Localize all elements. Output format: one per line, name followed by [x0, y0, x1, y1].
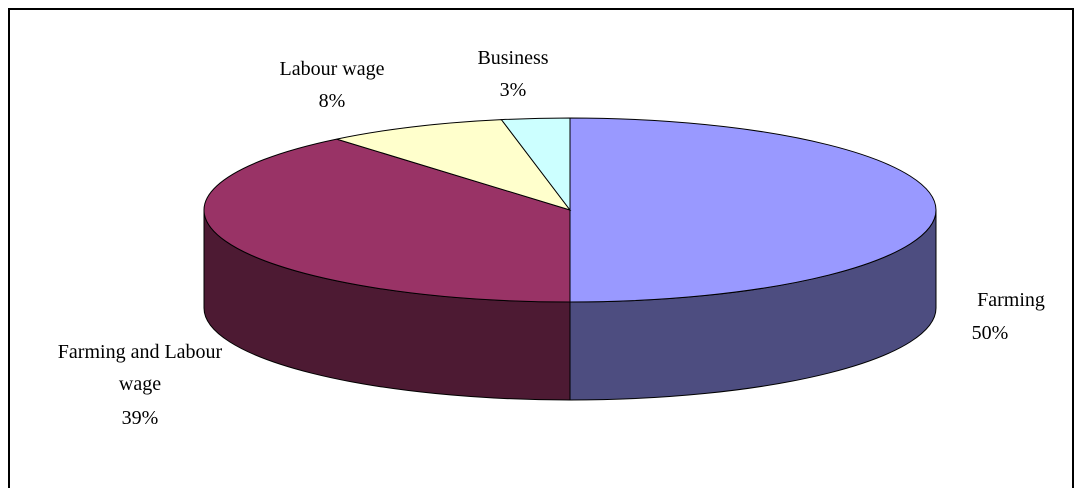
pie-tops — [203, 117, 937, 303]
label-business-value: 3% — [500, 79, 527, 101]
label-business-name: Business — [477, 47, 548, 69]
label-labour-wage-value: 8% — [319, 90, 346, 112]
label-farming-labour-name-line2: wage — [119, 373, 161, 395]
pie-slice-business — [500, 117, 571, 212]
label-farming-value: 50% — [972, 322, 1009, 344]
pie-slice-farming-and-labour-wage — [203, 138, 571, 303]
label-farming-labour-name-line1: Farming and Labour — [58, 341, 223, 363]
label-labour-wage-name: Labour wage — [280, 58, 385, 80]
pie-slice-labour-wage — [336, 119, 572, 211]
label-farming-name: Farming — [977, 289, 1045, 311]
label-farming-labour-value: 39% — [122, 407, 159, 429]
pie-slice-farming — [569, 117, 937, 303]
